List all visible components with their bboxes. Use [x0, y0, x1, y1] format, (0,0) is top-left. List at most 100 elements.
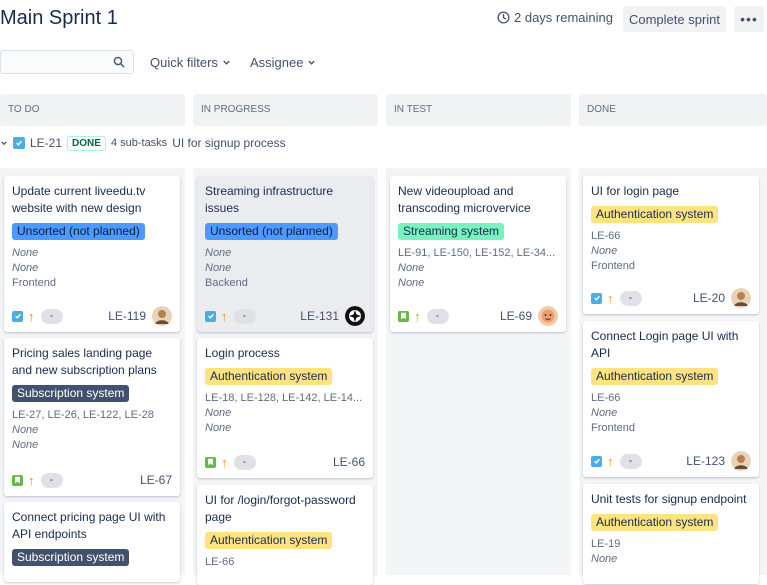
issue-key[interactable]: LE-69: [499, 309, 532, 323]
card-title: UI for login page: [591, 184, 680, 198]
task-type-icon: [591, 292, 602, 304]
epic-label: Subscription system: [12, 385, 130, 402]
quick-filters-dropdown[interactable]: Quick filters: [150, 55, 231, 70]
epic-label: Authentication system: [591, 206, 719, 223]
card-field: None: [591, 407, 618, 419]
avatar[interactable]: [152, 306, 172, 326]
task-type-icon: [13, 137, 25, 149]
column-header-in-test: IN TEST: [386, 94, 571, 126]
card-component: Frontend: [591, 260, 636, 272]
story-type-icon: [398, 310, 409, 322]
issue-card[interactable]: Update current liveedu.tv website with n…: [4, 176, 180, 332]
epic-label: Authentication system: [205, 368, 333, 385]
priority-arrow-icon: ↑: [28, 472, 35, 488]
chevron-down-icon: [223, 60, 230, 65]
issue-card[interactable]: Login process Authentication system LE-1…: [197, 338, 373, 478]
complete-sprint-button[interactable]: Complete sprint: [623, 6, 726, 32]
column-header-todo: TO DO: [0, 94, 185, 126]
issue-key[interactable]: LE-66: [332, 455, 365, 469]
issue-key[interactable]: LE-119: [108, 309, 146, 323]
card-field: None: [398, 277, 425, 289]
epic-label: Unsorted (not planned): [12, 223, 145, 240]
issue-card[interactable]: Streaming infrastructure issues Unsorted…: [197, 176, 373, 332]
priority-arrow-icon: ↑: [607, 453, 614, 469]
issue-card[interactable]: Unit tests for signup endpoint Authentic…: [583, 484, 759, 584]
card-footer: ↑ - LE-67: [12, 471, 172, 489]
search-input[interactable]: [0, 50, 134, 74]
card-field: LE-66: [591, 230, 621, 242]
card-field: LE-66: [205, 556, 235, 568]
card-field: LE-91, LE-150, LE-152, LE-34...: [398, 247, 556, 259]
swimlane-subtasks: 4 sub-tasks: [110, 137, 168, 149]
card-field: None: [205, 422, 232, 434]
swimlane-status-badge: DONE: [67, 135, 106, 151]
remaining-text: 2 days remaining: [514, 10, 613, 25]
issue-key[interactable]: LE-20: [692, 291, 725, 305]
search-icon: [113, 56, 125, 68]
card-title: Login process: [205, 346, 280, 360]
card-field: None: [205, 262, 232, 274]
issue-card[interactable]: UI for /login/forgot-password page Authe…: [197, 485, 373, 585]
card-footer: ↑ - LE-123: [591, 451, 751, 471]
card-field: None: [591, 245, 618, 257]
assignee-label: Assignee: [250, 55, 304, 70]
card-field: None: [12, 247, 39, 259]
card-footer: ↑ - LE-119: [12, 306, 172, 326]
chevron-down-icon: [308, 60, 316, 65]
quick-filters-label: Quick filters: [150, 55, 218, 70]
epic-label: Authentication system: [591, 514, 719, 531]
card-footer: ↑ - LE-20: [591, 288, 751, 308]
assignee-dropdown[interactable]: Assignee: [250, 55, 316, 70]
avatar[interactable]: [731, 451, 751, 471]
issue-card[interactable]: Connect pricing page UI with API endpoin…: [4, 502, 180, 582]
board-header: Main Sprint 1 2 days remaining Complete …: [0, 0, 767, 40]
avatar[interactable]: [538, 306, 558, 326]
issue-key[interactable]: LE-67: [139, 473, 172, 487]
issue-card[interactable]: New videoupload and transcoding microver…: [390, 176, 566, 332]
card-component: Frontend: [591, 422, 636, 434]
card-field: LE-19: [591, 538, 621, 550]
task-type-icon: [591, 455, 602, 467]
swimlane-key[interactable]: LE-21: [30, 136, 63, 150]
card-title: Pricing sales landing page and new subsc…: [12, 346, 157, 377]
estimate-badge: -: [619, 453, 642, 469]
issue-card[interactable]: UI for login page Authentication system …: [583, 176, 759, 314]
estimate-badge: -: [233, 308, 256, 324]
card-field: None: [12, 439, 39, 451]
card-component: Backend: [205, 277, 248, 289]
issue-key[interactable]: LE-131: [300, 309, 339, 323]
issue-key[interactable]: LE-123: [686, 454, 725, 468]
card-footer: ↑ - LE-69: [398, 306, 558, 326]
avatar[interactable]: [731, 288, 751, 308]
page-title: Main Sprint 1: [0, 7, 118, 29]
card-field: LE-18, LE-128, LE-142, LE-14...: [205, 392, 363, 404]
card-field: LE-66: [591, 392, 621, 404]
card-field: None: [205, 407, 232, 419]
more-actions-button[interactable]: •••: [734, 6, 764, 32]
chevron-down-icon[interactable]: [0, 139, 8, 147]
card-title: Update current liveedu.tv website with n…: [12, 184, 146, 215]
story-type-icon: [12, 474, 23, 486]
avatar[interactable]: [345, 306, 365, 326]
estimate-badge: -: [233, 454, 256, 470]
issue-card[interactable]: Connect Login page UI with API Authentic…: [583, 321, 759, 477]
story-type-icon: [205, 456, 216, 468]
card-field: LE-27, LE-26, LE-122, LE-28: [12, 409, 154, 421]
column-header-in-progress: IN PROGRESS: [193, 94, 378, 126]
card-field: None: [12, 424, 39, 436]
estimate-badge: -: [40, 308, 63, 324]
epic-label: Authentication system: [205, 532, 333, 549]
issue-card[interactable]: Pricing sales landing page and new subsc…: [4, 338, 180, 496]
card-field: None: [205, 247, 232, 259]
card-title: Connect Login page UI with API: [591, 329, 739, 360]
estimate-badge: -: [619, 290, 642, 306]
task-type-icon: [205, 310, 216, 322]
card-component: Frontend: [12, 277, 57, 289]
card-title: New videoupload and transcoding microver…: [398, 184, 531, 215]
card-title: Streaming infrastructure issues: [205, 184, 334, 215]
swimlane-header[interactable]: LE-21 DONE 4 sub-tasks UI for signup pro…: [0, 135, 286, 151]
card-field: None: [398, 262, 425, 274]
epic-label: Authentication system: [591, 368, 719, 385]
card-title: Connect pricing page UI with API endpoin…: [12, 510, 166, 541]
card-footer: ↑ - LE-66: [205, 453, 365, 471]
